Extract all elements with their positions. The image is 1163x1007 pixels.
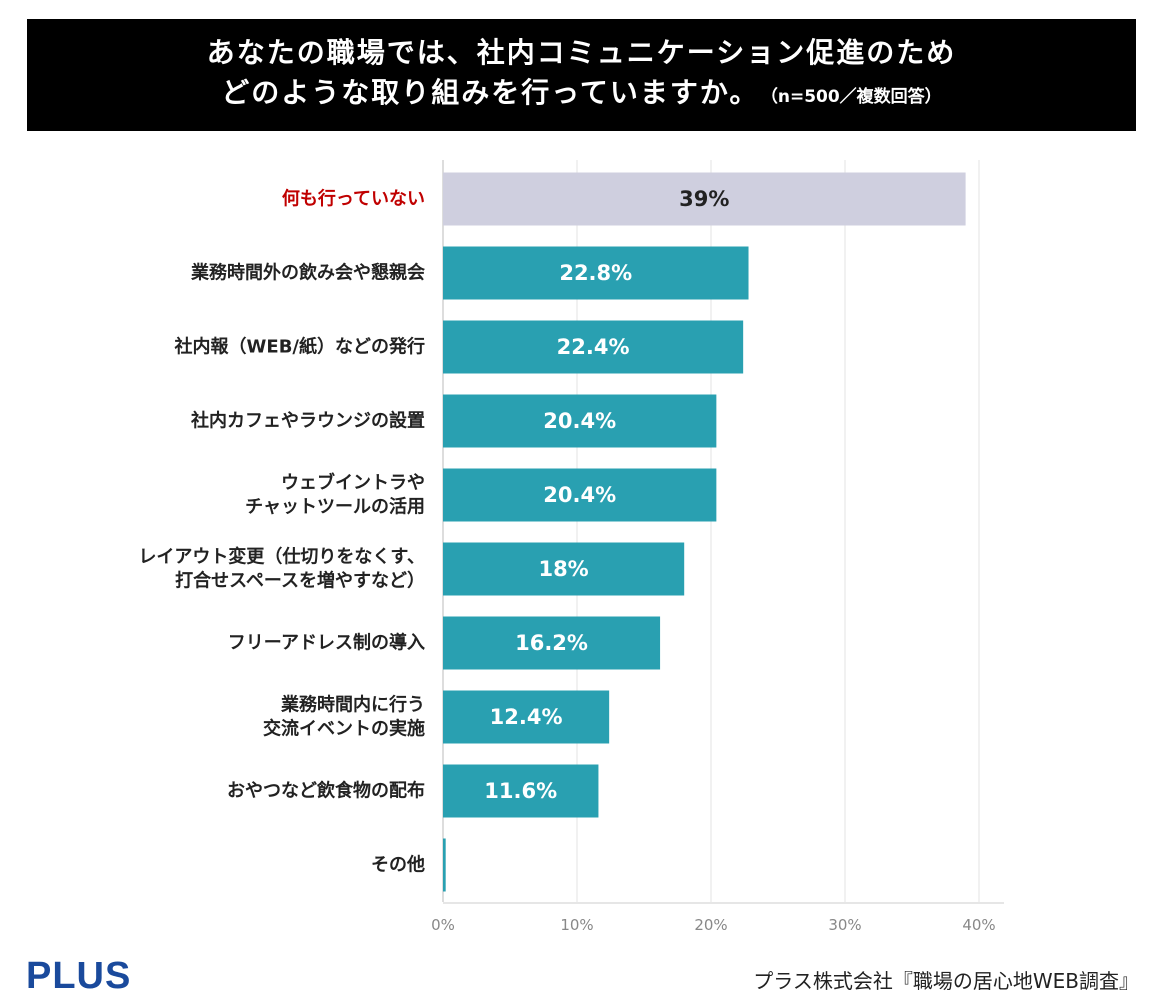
chart-title-line2: どのような取り組みを行っていますか。 （n=500／複数回答） bbox=[221, 73, 941, 117]
category-label: おやつなど飲食物の配布 bbox=[227, 780, 425, 802]
category-label: フリーアドレス制の導入 bbox=[228, 632, 425, 654]
title-banner: あなたの職場では、社内コミュニケーション促進のため どのような取り組みを行ってい… bbox=[27, 19, 1136, 131]
value-label: 20.4% bbox=[543, 483, 616, 507]
category-label: その他 bbox=[371, 854, 425, 876]
bar bbox=[443, 394, 717, 448]
bar bbox=[443, 172, 966, 226]
x-tick-label: 10% bbox=[560, 916, 593, 934]
category-label: 交流イベントの実施 bbox=[263, 718, 425, 740]
bar bbox=[443, 468, 717, 522]
category-label: 社内報（WEB/紙）などの発行 bbox=[175, 336, 425, 358]
category-label: 業務時間外の飲み会や懇親会 bbox=[190, 262, 425, 284]
value-label: 22.8% bbox=[559, 261, 632, 285]
category-label: 社内カフェやラウンジの設置 bbox=[191, 410, 425, 432]
sample-size-note: （n=500／複数回答） bbox=[769, 87, 942, 107]
bar bbox=[443, 616, 661, 670]
category-label: 打合せスペースを増やすなど） bbox=[175, 570, 425, 592]
value-label: 16.2% bbox=[515, 631, 588, 655]
chart-title-line1: あなたの職場では、社内コミュニケーション促進のため bbox=[206, 36, 957, 69]
x-tick-label: 40% bbox=[962, 916, 995, 934]
brand-logo: PLUS bbox=[26, 955, 132, 997]
category-label: ウェブイントラや bbox=[281, 472, 425, 494]
category-label: レイアウト変更（仕切りをなくす、 bbox=[138, 546, 425, 568]
x-tick-label: 0% bbox=[431, 916, 455, 934]
bar bbox=[443, 320, 744, 374]
chart-title-line2-text: どのような取り組みを行っていますか。 bbox=[221, 76, 760, 109]
bar bbox=[443, 690, 610, 744]
bar bbox=[443, 838, 446, 892]
category-label: 業務時間内に行う bbox=[280, 694, 425, 716]
value-label: 20.4% bbox=[543, 409, 616, 433]
category-label: 何も行っていない bbox=[282, 188, 425, 210]
bar bbox=[443, 246, 749, 300]
value-label: 12.4% bbox=[490, 705, 563, 729]
source-credit: プラス株式会社『職場の居心地WEB調査』 bbox=[753, 969, 1139, 993]
x-tick-label: 30% bbox=[828, 916, 861, 934]
value-label: 22.4% bbox=[557, 335, 630, 359]
value-label: 39% bbox=[679, 187, 729, 211]
bar bbox=[443, 764, 599, 818]
bar bbox=[443, 542, 685, 596]
value-label: 18% bbox=[538, 557, 588, 581]
value-label: 11.6% bbox=[484, 779, 557, 803]
x-tick-label: 20% bbox=[694, 916, 727, 934]
category-label: チャットツールの活用 bbox=[245, 496, 425, 518]
